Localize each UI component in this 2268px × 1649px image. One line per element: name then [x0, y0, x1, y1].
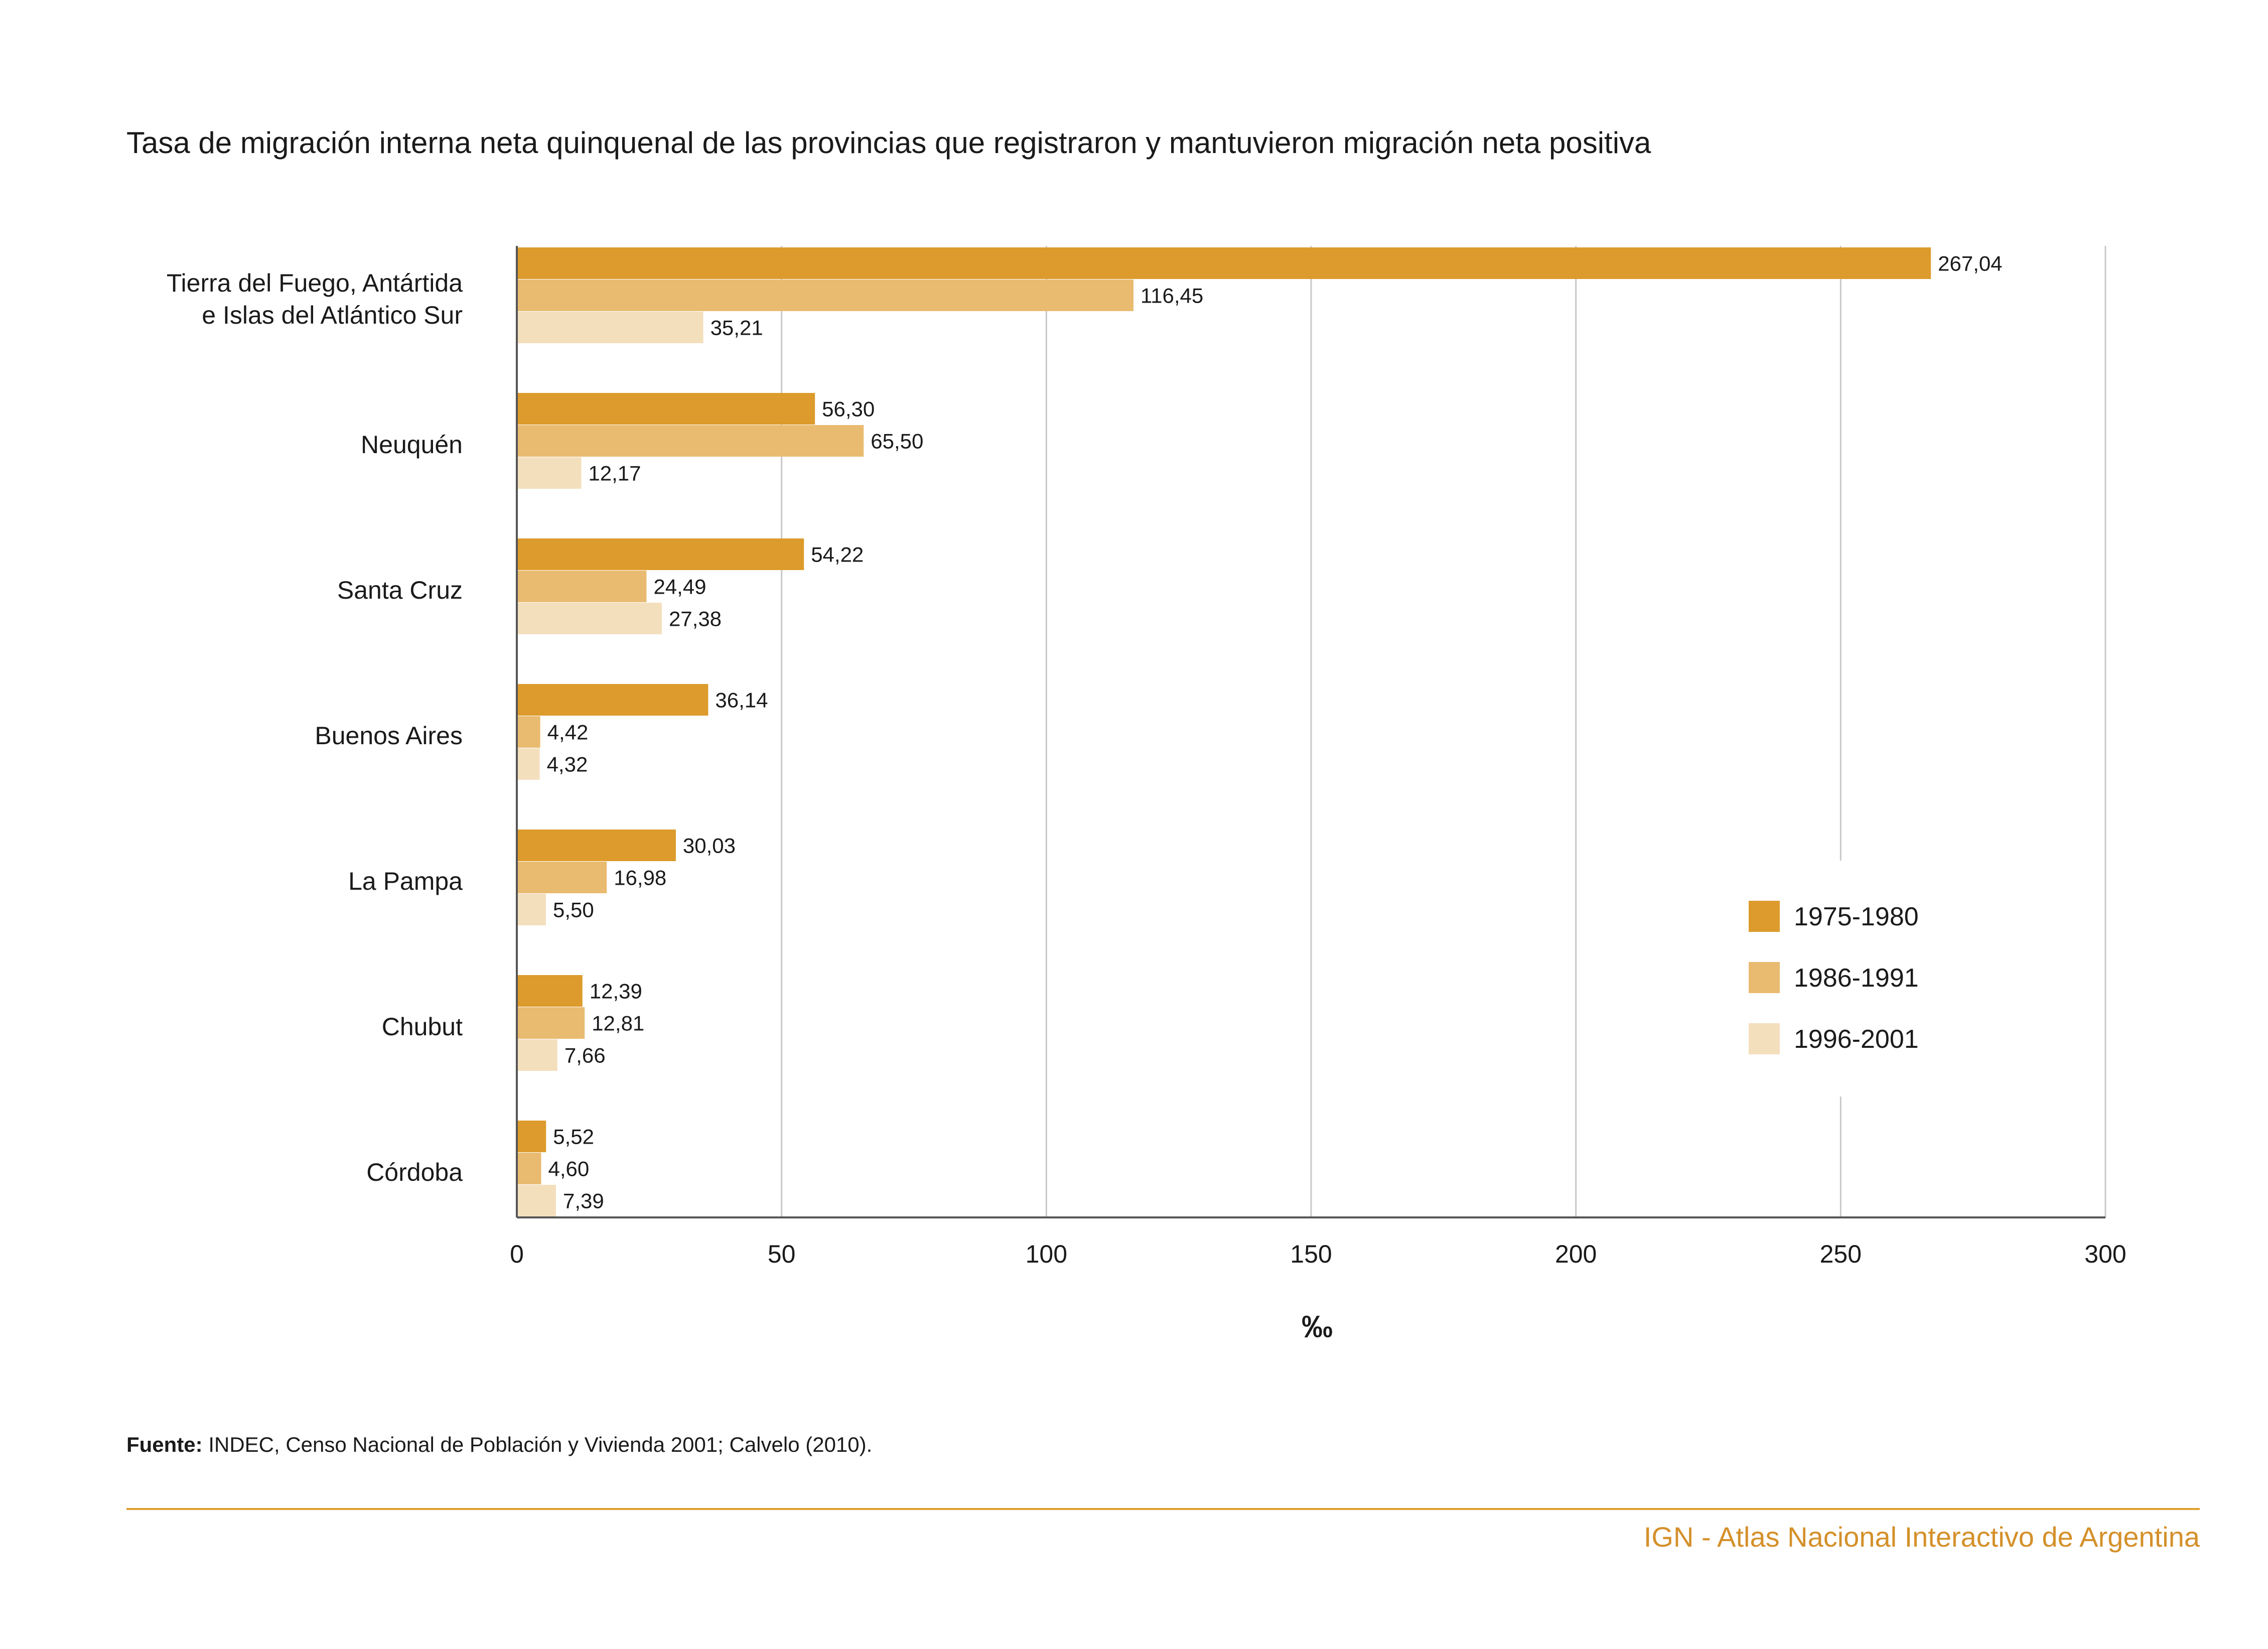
bar: [517, 603, 662, 634]
category-label: Neuquén: [361, 431, 463, 459]
x-tick-label: 100: [1026, 1240, 1067, 1268]
data-label: 5,52: [553, 1125, 594, 1149]
source-note: Fuente: INDEC, Censo Nacional de Poblaci…: [126, 1433, 872, 1457]
bar: [517, 393, 815, 425]
category-label: Córdoba: [366, 1158, 463, 1186]
footer-divider: [126, 1508, 2200, 1510]
x-tick-label: 150: [1290, 1240, 1332, 1268]
category-label-line: Chubut: [382, 1013, 463, 1041]
data-label: 4,60: [548, 1157, 590, 1181]
x-tick-label: 50: [768, 1240, 796, 1268]
data-label: 4,42: [547, 721, 589, 744]
legend-label: 1986-1991: [1794, 964, 1919, 993]
data-label: 24,49: [653, 575, 706, 599]
legend-swatch: [1749, 1023, 1780, 1054]
chart-title: Tasa de migración interna neta quinquena…: [126, 126, 1651, 160]
legend-swatch: [1749, 962, 1780, 993]
legend-label: 1975-1980: [1794, 902, 1919, 931]
bars: 267,04 116,45 35,21 56,30 65,50 12,17 54,22 24,…: [517, 247, 2003, 1216]
bar: [517, 280, 1133, 311]
x-tick-label: 0: [510, 1240, 524, 1268]
data-label: 27,38: [669, 607, 722, 631]
category-label: Buenos Aires: [315, 722, 463, 750]
bar: [517, 1039, 557, 1071]
category-label-line: e Islas del Atlántico Sur: [202, 301, 463, 329]
source-text: INDEC, Censo Nacional de Población y Viv…: [202, 1433, 873, 1456]
data-label: 7,39: [563, 1189, 604, 1213]
bar: [517, 716, 540, 748]
data-label: 12,39: [590, 980, 642, 1003]
axes: 0 50 100 150 200 250 300 ‰ Tierra del Fuego, Ant…: [167, 246, 2127, 1344]
bar: [517, 862, 607, 893]
bar: [517, 830, 676, 861]
bar: [517, 975, 583, 1007]
category-label: Santa Cruz: [337, 576, 463, 604]
bar: [517, 894, 546, 925]
data-label: 4,32: [547, 753, 588, 776]
data-label: 36,14: [715, 689, 768, 712]
footer-brand: IGN - Atlas Nacional Interactivo de Arge…: [1643, 1521, 2200, 1553]
category-label: Chubut: [382, 1013, 463, 1041]
x-tick-label: 250: [1820, 1240, 1862, 1268]
bar: [517, 571, 647, 602]
data-label: 267,04: [1938, 252, 2002, 276]
bar: [517, 684, 708, 716]
x-tick-label: 200: [1555, 1240, 1597, 1268]
bar: [517, 1185, 556, 1216]
data-label: 16,98: [614, 866, 666, 890]
bar: [517, 748, 540, 780]
category-label: Tierra del Fuego, Antártida e Islas del A…: [167, 269, 463, 329]
category-label-line: Buenos Aires: [315, 722, 463, 750]
category-label-line: La Pampa: [348, 867, 463, 895]
category-label-line: Neuquén: [361, 431, 463, 459]
bar: [517, 457, 582, 489]
data-label: 56,30: [822, 397, 875, 421]
data-label: 5,50: [553, 898, 594, 922]
bar: [517, 1153, 541, 1184]
x-tick-label: 300: [2084, 1240, 2126, 1268]
bar: [517, 425, 864, 457]
bar-chart: 267,04 116,45 35,21 56,30 65,50 12,17 54,22 24,…: [167, 246, 2127, 1344]
data-label: 35,21: [711, 316, 763, 340]
bar: [517, 538, 804, 570]
data-label: 12,17: [588, 462, 641, 485]
bar: [517, 247, 1931, 279]
category-label: La Pampa: [348, 867, 463, 895]
x-axis-title: ‰: [1302, 1310, 1333, 1344]
bar: [517, 1121, 546, 1152]
bar: [517, 1007, 585, 1039]
category-label-line: Córdoba: [366, 1158, 463, 1186]
source-label: Fuente:: [126, 1433, 203, 1456]
legend-label: 1996-2001: [1794, 1025, 1919, 1054]
data-label: 54,22: [811, 543, 864, 567]
category-label-line: Tierra del Fuego, Antártida: [167, 269, 463, 297]
data-label: 12,81: [592, 1012, 644, 1035]
bar: [517, 312, 703, 343]
data-label: 116,45: [1141, 284, 1203, 308]
data-label: 7,66: [564, 1044, 606, 1067]
category-label-line: Santa Cruz: [337, 576, 463, 604]
data-label: 65,50: [871, 430, 923, 453]
legend-swatch: [1749, 901, 1780, 932]
data-label: 30,03: [683, 834, 736, 858]
legend: 1975-1980 1986-1991 1996-2001: [1731, 861, 1982, 1096]
